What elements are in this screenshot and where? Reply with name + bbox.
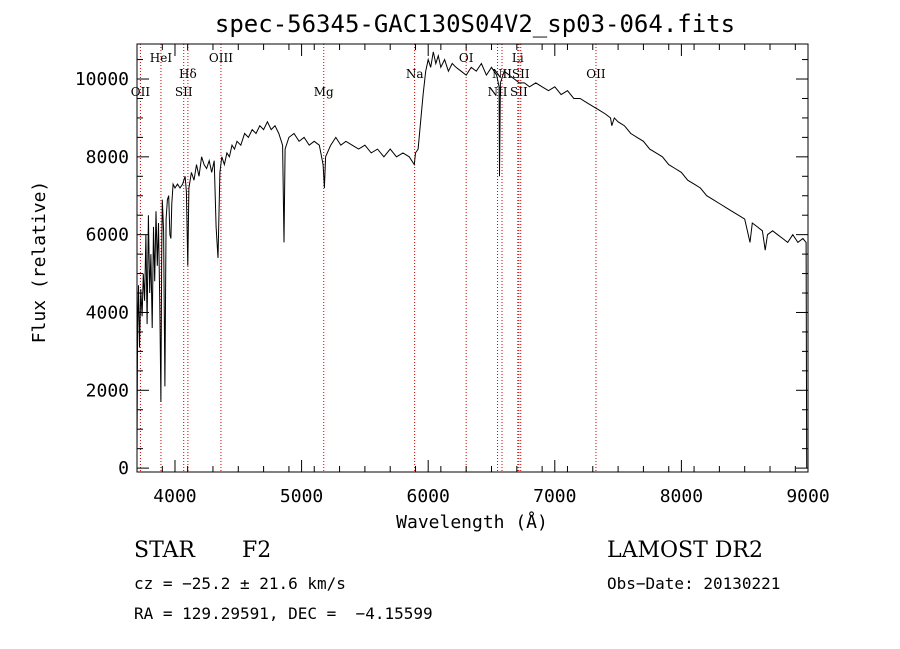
chart-title: spec-56345-GAC130S04V2_sp03-064.fits — [215, 10, 735, 38]
spectrum-series — [136, 51, 808, 469]
y-tick-label: 2000 — [86, 380, 129, 401]
survey-name: LAMOST DR2 — [607, 538, 763, 563]
x-tick-label: 7000 — [533, 486, 576, 507]
spectral-line-label: OI — [459, 51, 474, 65]
y-axis-label: Flux (relative) — [29, 181, 50, 344]
spectral-line-label: SII — [175, 85, 193, 99]
object-subclass: F2 — [242, 538, 272, 563]
spectral-line-label: HeI — [150, 51, 173, 65]
spectral-line-label: SII — [512, 67, 530, 81]
x-axis-label: Wavelength (Å) — [396, 511, 548, 533]
y-tick-label: 0 — [118, 458, 129, 479]
y-tick-label: 8000 — [86, 147, 129, 168]
spectral-line-label: SII — [510, 85, 528, 99]
x-tick-label: 6000 — [407, 486, 450, 507]
x-tick-label: 9000 — [786, 486, 829, 507]
plot-border — [136, 43, 809, 473]
spectral-line-label: OII — [131, 85, 151, 99]
axis-ticks: 4000 5000 6000 7000 8000 9000 0 2000 4000 6000 800… — [75, 44, 830, 507]
spectral-line-label: Na — [406, 67, 424, 81]
spectral-line-label: OII — [586, 67, 606, 81]
redshift-text: cz = −25.2 ± 21.6 km/s — [134, 574, 346, 593]
spectral-line-label: NII — [488, 85, 508, 99]
spectral-line-label: Hδ — [179, 67, 197, 81]
y-tick-label: 10000 — [75, 69, 129, 90]
y-tick-label: 6000 — [86, 225, 129, 246]
spectral-line-label: OIII — [209, 51, 233, 65]
y-tick-label: 4000 — [86, 302, 129, 323]
object-class: STAR — [134, 538, 195, 563]
x-tick-label: 8000 — [660, 486, 703, 507]
coordinates-text: RA = 129.29591, DEC = −4.15599 — [134, 604, 433, 623]
spectral-line-label: Li — [512, 51, 524, 65]
x-tick-label: 4000 — [153, 486, 196, 507]
obs-date-text: Obs−Date: 20130221 — [607, 574, 781, 593]
x-tick-label: 5000 — [280, 486, 323, 507]
spectrum-line — [136, 51, 808, 469]
plot-frame — [136, 43, 809, 473]
spectral-line-label: Mg — [314, 85, 334, 99]
